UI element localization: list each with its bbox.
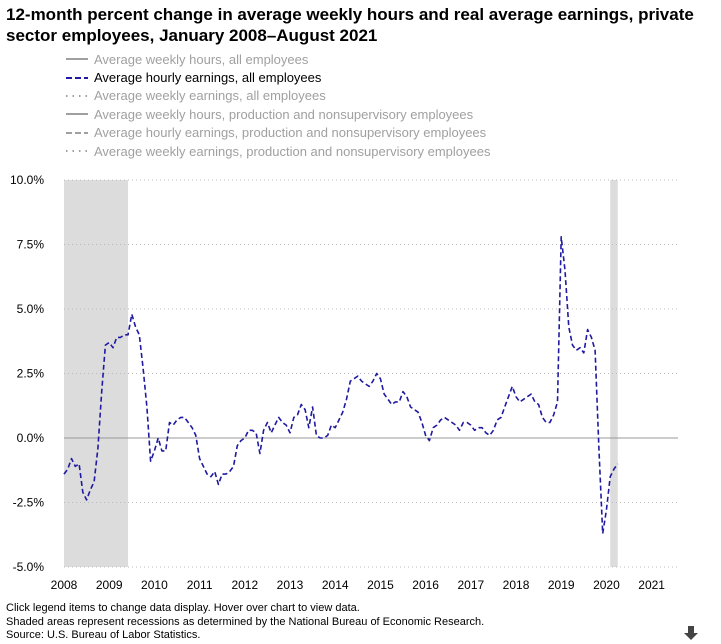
x-tick-label: 2020 — [593, 578, 620, 592]
series-lines[interactable] — [63, 236, 619, 535]
legend-item[interactable]: Average weekly hours, all employees — [66, 50, 686, 68]
y-tick-label: 2.5% — [17, 367, 45, 381]
footer-recession-note: Shaded areas represent recessions as det… — [6, 615, 485, 628]
x-tick-label: 2010 — [141, 578, 168, 592]
legend-label: Average hourly earnings, production and … — [94, 125, 487, 141]
series-line-average-hourly-earnings[interactable] — [63, 236, 619, 535]
legend-item[interactable]: Average hourly earnings, all employees — [66, 68, 686, 86]
recession-band — [610, 180, 618, 567]
legend-swatch-dashed — [66, 76, 88, 79]
x-tick-label: 2013 — [277, 578, 304, 592]
chart-title: 12-month percent change in average weekl… — [6, 5, 694, 45]
x-tick-label: 2015 — [367, 578, 394, 592]
y-tick-label: 10.0% — [10, 173, 44, 187]
legend-label: Average hourly earnings, all employees — [94, 70, 322, 86]
legend-label: Average weekly hours, all employees — [94, 51, 309, 67]
grid-lines — [64, 179, 678, 568]
y-tick-label: 5.0% — [17, 302, 45, 316]
legend-label: Average weekly earnings, production and … — [94, 143, 491, 159]
legend-swatch-dashed — [66, 131, 88, 134]
x-tick-label: 2016 — [412, 578, 439, 592]
y-tick-label: -5.0% — [13, 560, 45, 574]
chart-footer: Click legend items to change data displa… — [6, 602, 484, 643]
x-tick-label: 2009 — [96, 578, 123, 592]
download-arrow-icon[interactable] — [682, 624, 700, 642]
x-tick-label: 2012 — [231, 578, 258, 592]
legend-swatch-solid — [66, 58, 88, 61]
x-tick-label: 2019 — [548, 578, 575, 592]
x-tick-label: 2018 — [503, 578, 530, 592]
x-axis-ticks: 2008 2009 2010 2011 2012 2013 2014 2015 2016 2017… — [51, 578, 666, 592]
legend-label: Average weekly hours, production and non… — [94, 106, 474, 122]
legend-swatch-solid — [66, 113, 88, 116]
y-tick-label: 7.5% — [17, 238, 45, 252]
legend-item[interactable]: Average weekly earnings, all employees — [66, 87, 686, 105]
legend-item[interactable]: Average weekly earnings, production and … — [66, 142, 686, 160]
legend-item[interactable]: Average weekly hours, production and non… — [66, 105, 686, 123]
y-axis-ticks: 10.0% 7.5% 5.0% 2.5% 0.0% -2.5% -5.0% — [10, 173, 44, 574]
legend-item[interactable]: Average hourly earnings, production and … — [66, 124, 686, 142]
x-tick-label: 2011 — [187, 578, 213, 592]
x-tick-label: 2008 — [51, 578, 78, 592]
y-tick-label: -2.5% — [13, 496, 45, 510]
legend-label: Average weekly earnings, all employees — [94, 88, 326, 104]
x-tick-label: 2014 — [322, 578, 349, 592]
footer-source: Source: U.S. Bureau of Labor Statistics. — [6, 629, 201, 641]
y-tick-label: 0.0% — [17, 431, 45, 445]
chart-legend: Average weekly hours, all employees Avera… — [66, 50, 686, 160]
x-tick-label: 2021 — [638, 578, 665, 592]
footer-instructions: Click legend items to change data displa… — [6, 602, 360, 614]
x-tick-label: 2017 — [457, 578, 484, 592]
